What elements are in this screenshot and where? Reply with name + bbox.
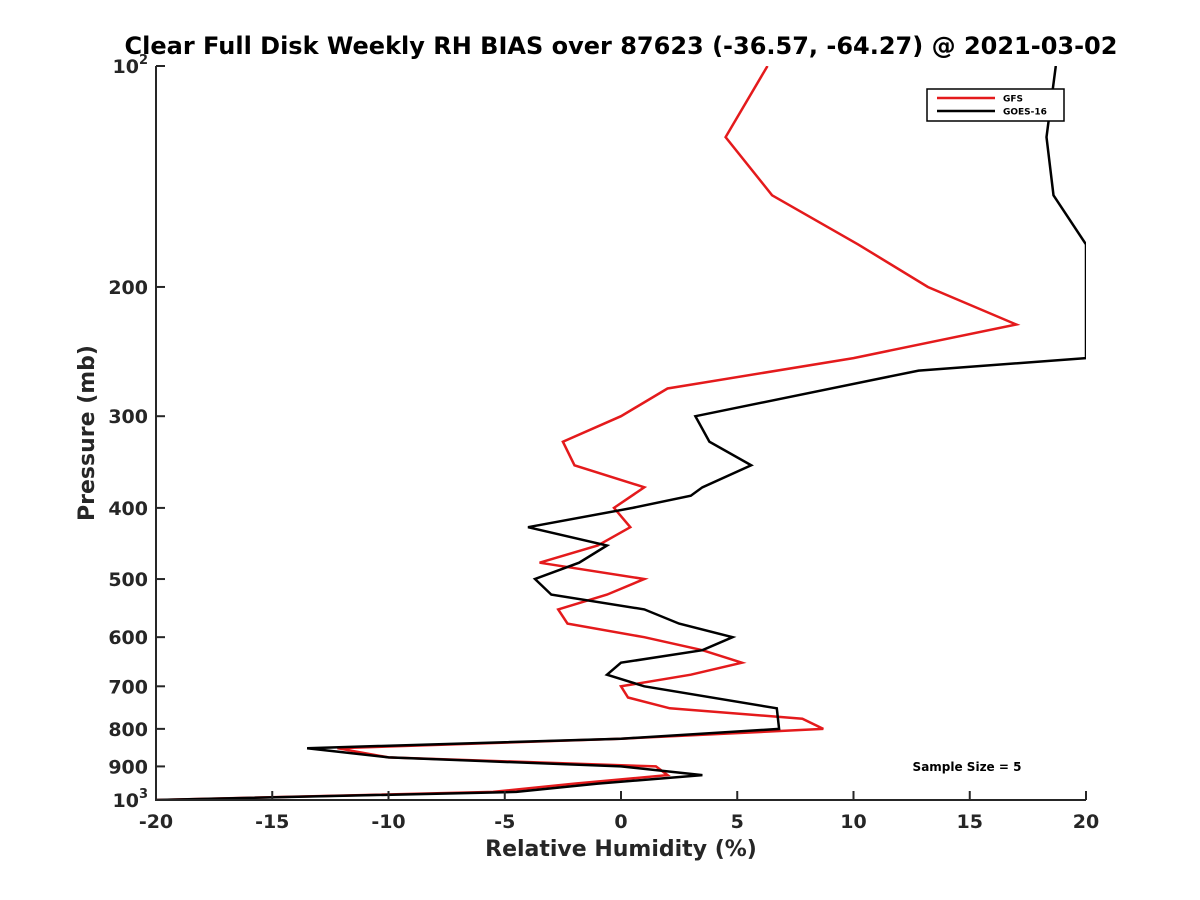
y-tick-label: 600: [108, 627, 148, 649]
x-tick-label: 10: [840, 811, 866, 833]
plot-area: -20 -15 -10 -5 0 5 10 15 20 102 200 300 400 500 600 70…: [108, 53, 1099, 833]
y-tick-label: 300: [108, 406, 148, 428]
x-tick-label: -20: [139, 811, 173, 833]
series-layer: [156, 66, 1086, 800]
legend-box: [926, 88, 1065, 122]
x-tick-label: 0: [614, 811, 627, 833]
sample-size-annotation: Sample Size = 5: [913, 760, 1022, 774]
x-tick-label: -5: [494, 811, 515, 833]
legend-label: GOES-16: [1003, 108, 1047, 118]
series-line-goes-16: [156, 66, 1086, 800]
x-tick-label: 20: [1073, 811, 1099, 833]
y-tick-label: 200: [108, 277, 148, 299]
x-tick-label: 5: [731, 811, 744, 833]
legend: GFS GOES-16: [926, 88, 1065, 122]
plot-background: [156, 66, 1086, 800]
x-axis-ticks: -20 -15 -10 -5 0 5 10 15 20: [139, 791, 1099, 833]
x-tick-label: -15: [255, 811, 289, 833]
y-axis-ticks: 102 200 300 400 500 600 700 800 900 103: [108, 53, 165, 812]
x-axis-label: Relative Humidity (%): [485, 837, 757, 862]
legend-label: GFS: [1003, 95, 1023, 105]
y-tick-label: 900: [108, 756, 148, 778]
x-tick-label: 15: [957, 811, 983, 833]
chart-title: Clear Full Disk Weekly RH BIAS over 8762…: [125, 32, 1118, 60]
y-tick-label: 400: [108, 498, 148, 520]
x-tick-label: -10: [371, 811, 405, 833]
y-axis-label: Pressure (mb): [75, 345, 100, 521]
y-tick-label: 102: [113, 53, 149, 78]
y-tick-label: 700: [108, 676, 148, 698]
y-tick-label: 500: [108, 569, 148, 591]
y-tick-label: 800: [108, 719, 148, 741]
y-tick-label: 103: [113, 787, 149, 812]
